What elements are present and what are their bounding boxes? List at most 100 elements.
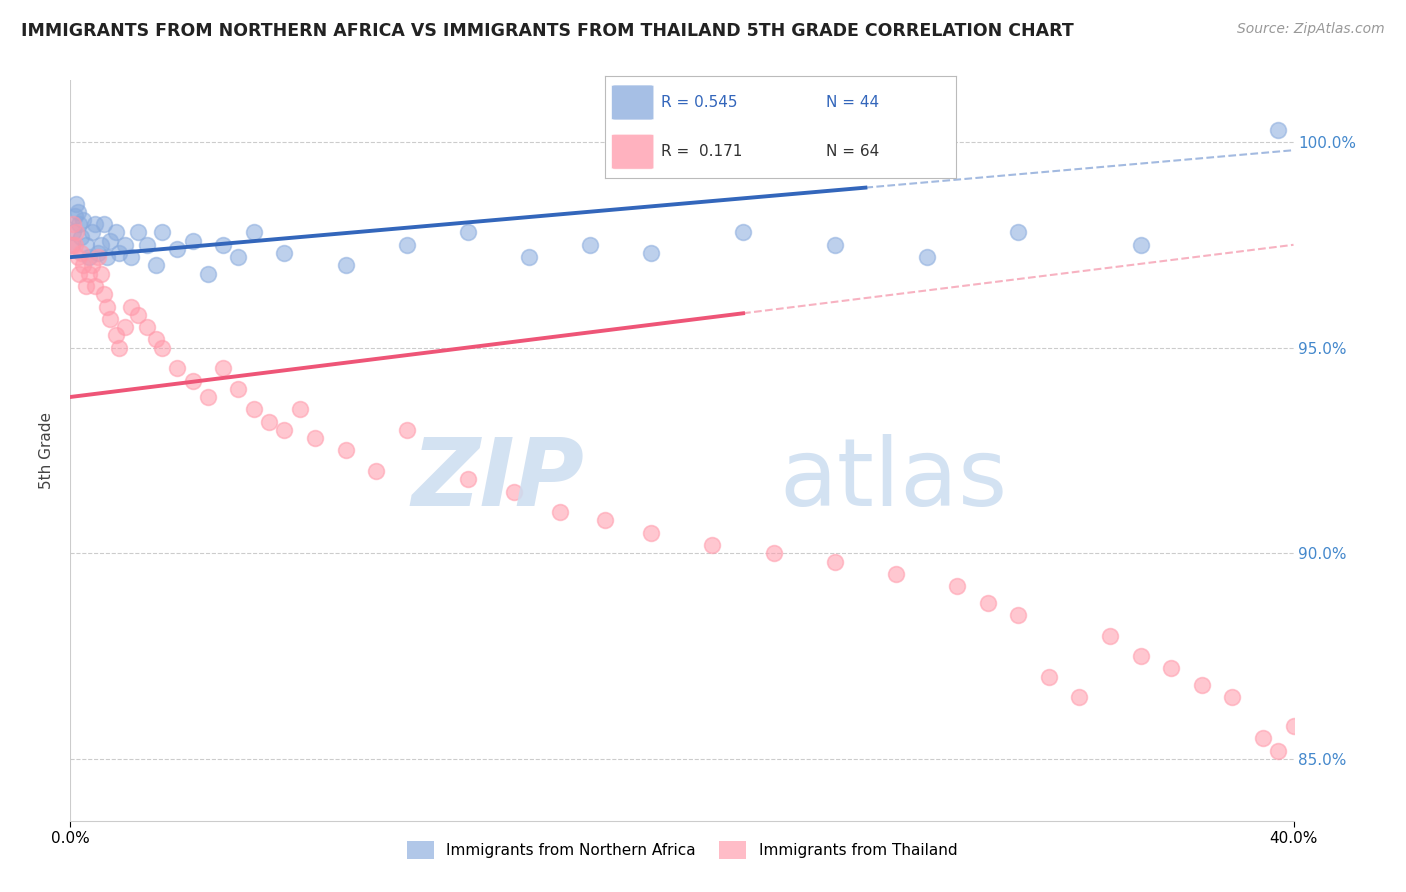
Point: [66, 250, 89, 264]
Point: [150, 341, 173, 355]
Point: [62, 226, 84, 240]
FancyBboxPatch shape: [612, 135, 654, 169]
Point: [150, 226, 173, 240]
Point: [121, 300, 143, 314]
Point: [640, 525, 662, 540]
Point: [90, 237, 112, 252]
Point: [517, 250, 540, 264]
Point: [93, 287, 115, 301]
Point: [273, 246, 295, 260]
Point: [77, 250, 100, 264]
Point: [98, 234, 121, 248]
Point: [60, 237, 83, 252]
Point: [87, 250, 110, 264]
Point: [640, 246, 662, 260]
Point: [105, 226, 128, 240]
Text: atlas: atlas: [780, 434, 1008, 526]
Point: [72, 258, 94, 272]
Point: [69, 267, 91, 281]
Text: IMMIGRANTS FROM NORTHERN AFRICA VS IMMIGRANTS FROM THAILAND 5TH GRADE CORRELATIO: IMMIGRANTS FROM NORTHERN AFRICA VS IMMIG…: [21, 22, 1074, 40]
Point: [83, 217, 105, 231]
Point: [87, 246, 110, 260]
Point: [93, 217, 115, 231]
Point: [1251, 731, 1274, 746]
Point: [228, 250, 250, 264]
Point: [114, 237, 136, 252]
Point: [731, 226, 754, 240]
Point: [72, 213, 94, 227]
Point: [1129, 237, 1152, 252]
Point: [1007, 226, 1029, 240]
Legend: Immigrants from Northern Africa, Immigrants from Thailand: Immigrants from Northern Africa, Immigra…: [401, 835, 963, 865]
Point: [65, 196, 87, 211]
Point: [1313, 711, 1336, 725]
Point: [579, 237, 602, 252]
Point: [69, 217, 91, 231]
Point: [145, 332, 167, 346]
Text: Source: ZipAtlas.com: Source: ZipAtlas.com: [1237, 22, 1385, 37]
Point: [395, 237, 418, 252]
Point: [1069, 690, 1091, 705]
Y-axis label: 5th Grade: 5th Grade: [39, 412, 55, 489]
Point: [1405, 739, 1406, 754]
Point: [243, 402, 266, 417]
Point: [166, 242, 188, 256]
Point: [762, 546, 785, 560]
Point: [63, 237, 86, 252]
Point: [212, 237, 235, 252]
Point: [63, 209, 86, 223]
Point: [70, 246, 93, 260]
Point: [127, 308, 149, 322]
Point: [135, 237, 157, 252]
Point: [1267, 122, 1289, 136]
Point: [60, 237, 83, 252]
Point: [1374, 731, 1396, 746]
Point: [335, 258, 357, 272]
Point: [288, 402, 311, 417]
Point: [1038, 670, 1060, 684]
Point: [98, 311, 121, 326]
Point: [1267, 744, 1289, 758]
Point: [181, 234, 204, 248]
Point: [457, 472, 479, 486]
Point: [108, 246, 131, 260]
Point: [121, 250, 143, 264]
Point: [65, 226, 87, 240]
Point: [105, 328, 128, 343]
Point: [80, 226, 103, 240]
Point: [502, 484, 524, 499]
Point: [1160, 661, 1182, 675]
Point: [212, 361, 235, 376]
Point: [335, 443, 357, 458]
Point: [257, 415, 280, 429]
FancyBboxPatch shape: [612, 85, 654, 120]
Point: [243, 226, 266, 240]
Point: [702, 538, 724, 552]
Point: [915, 250, 938, 264]
Point: [304, 431, 326, 445]
Point: [824, 554, 846, 568]
Point: [824, 237, 846, 252]
Point: [96, 300, 118, 314]
Point: [62, 217, 84, 231]
Point: [145, 258, 167, 272]
Point: [197, 267, 219, 281]
Point: [70, 229, 93, 244]
Point: [75, 279, 97, 293]
Point: [1129, 649, 1152, 664]
Text: ZIP: ZIP: [411, 434, 583, 526]
Point: [66, 205, 89, 219]
Point: [181, 374, 204, 388]
Point: [96, 250, 118, 264]
Point: [457, 226, 479, 240]
Point: [127, 226, 149, 240]
Point: [80, 258, 103, 272]
Point: [197, 390, 219, 404]
Point: [1344, 690, 1367, 705]
Point: [976, 596, 998, 610]
Point: [90, 267, 112, 281]
Point: [1007, 607, 1029, 622]
Point: [228, 382, 250, 396]
Text: R = 0.545: R = 0.545: [661, 95, 737, 110]
Text: N = 44: N = 44: [827, 95, 879, 110]
